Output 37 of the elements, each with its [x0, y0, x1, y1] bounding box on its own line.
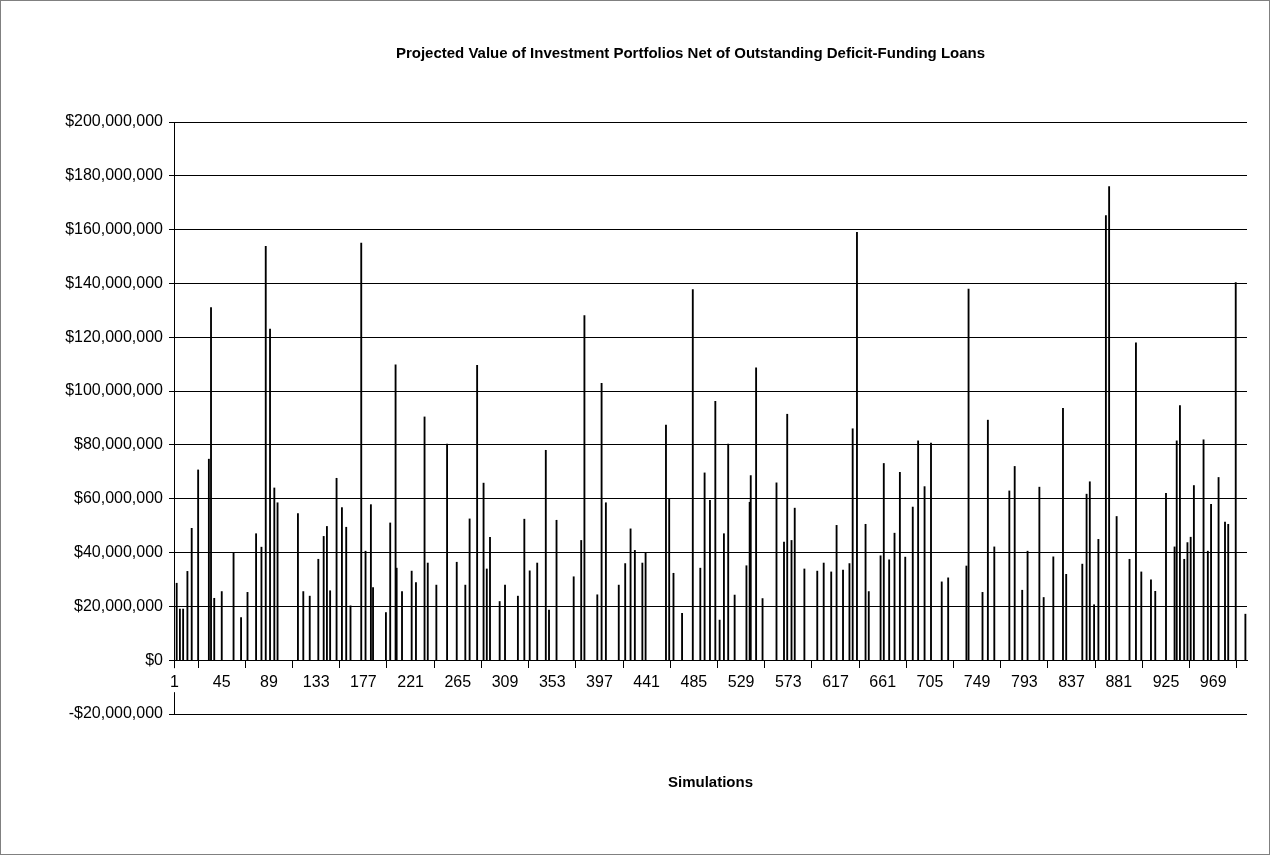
y-tick-label: $120,000,000 [65, 327, 164, 345]
y-tick-label: $200,000,000 [65, 112, 164, 130]
x-tick-label: 177 [350, 673, 377, 691]
x-tick-label: 221 [397, 673, 425, 691]
x-tick-label: 925 [1152, 673, 1180, 691]
y-tick-label: $20,000,000 [74, 596, 164, 614]
y-tick-label: $40,000,000 [74, 542, 164, 560]
x-tick-label: 309 [491, 673, 519, 691]
y-tick-label: $140,000,000 [65, 273, 164, 291]
x-tick-label: 793 [1011, 673, 1038, 691]
y-tick-label: $180,000,000 [65, 166, 164, 184]
x-tick-label: 573 [774, 673, 802, 691]
x-tick-label: 265 [444, 673, 472, 691]
x-axis-title: Simulations [667, 773, 754, 791]
y-tick-label: -$20,000,000 [68, 704, 164, 722]
y-tick-label: $160,000,000 [65, 220, 164, 238]
x-tick-label: 441 [633, 673, 661, 691]
x-tick-label: 45 [212, 673, 231, 691]
x-tick-label: 969 [1199, 673, 1227, 691]
x-tick-label: 89 [260, 673, 278, 691]
x-tick-label: 397 [586, 673, 613, 691]
x-tick-label: 705 [916, 673, 944, 691]
y-tick-label: $80,000,000 [74, 435, 164, 453]
x-tick-label: 529 [727, 673, 755, 691]
y-tick-label: $60,000,000 [74, 489, 164, 507]
y-tick-label: $0 [145, 650, 164, 668]
x-tick-label: 1 [170, 673, 180, 691]
x-tick-label: 661 [869, 673, 897, 691]
x-tick-label: 133 [302, 673, 330, 691]
y-tick-label: $100,000,000 [65, 381, 164, 399]
chart-title: Projected Value of Investment Portfolios Net of Outstanding Deficit-Funding Loans [395, 44, 986, 62]
x-tick-label: 749 [963, 673, 991, 691]
x-tick-label: 837 [1058, 673, 1086, 691]
x-tick-label: 353 [538, 673, 566, 691]
x-tick-label: 617 [822, 673, 849, 691]
x-tick-label: 485 [680, 673, 708, 691]
x-tick-label: 881 [1105, 673, 1133, 691]
